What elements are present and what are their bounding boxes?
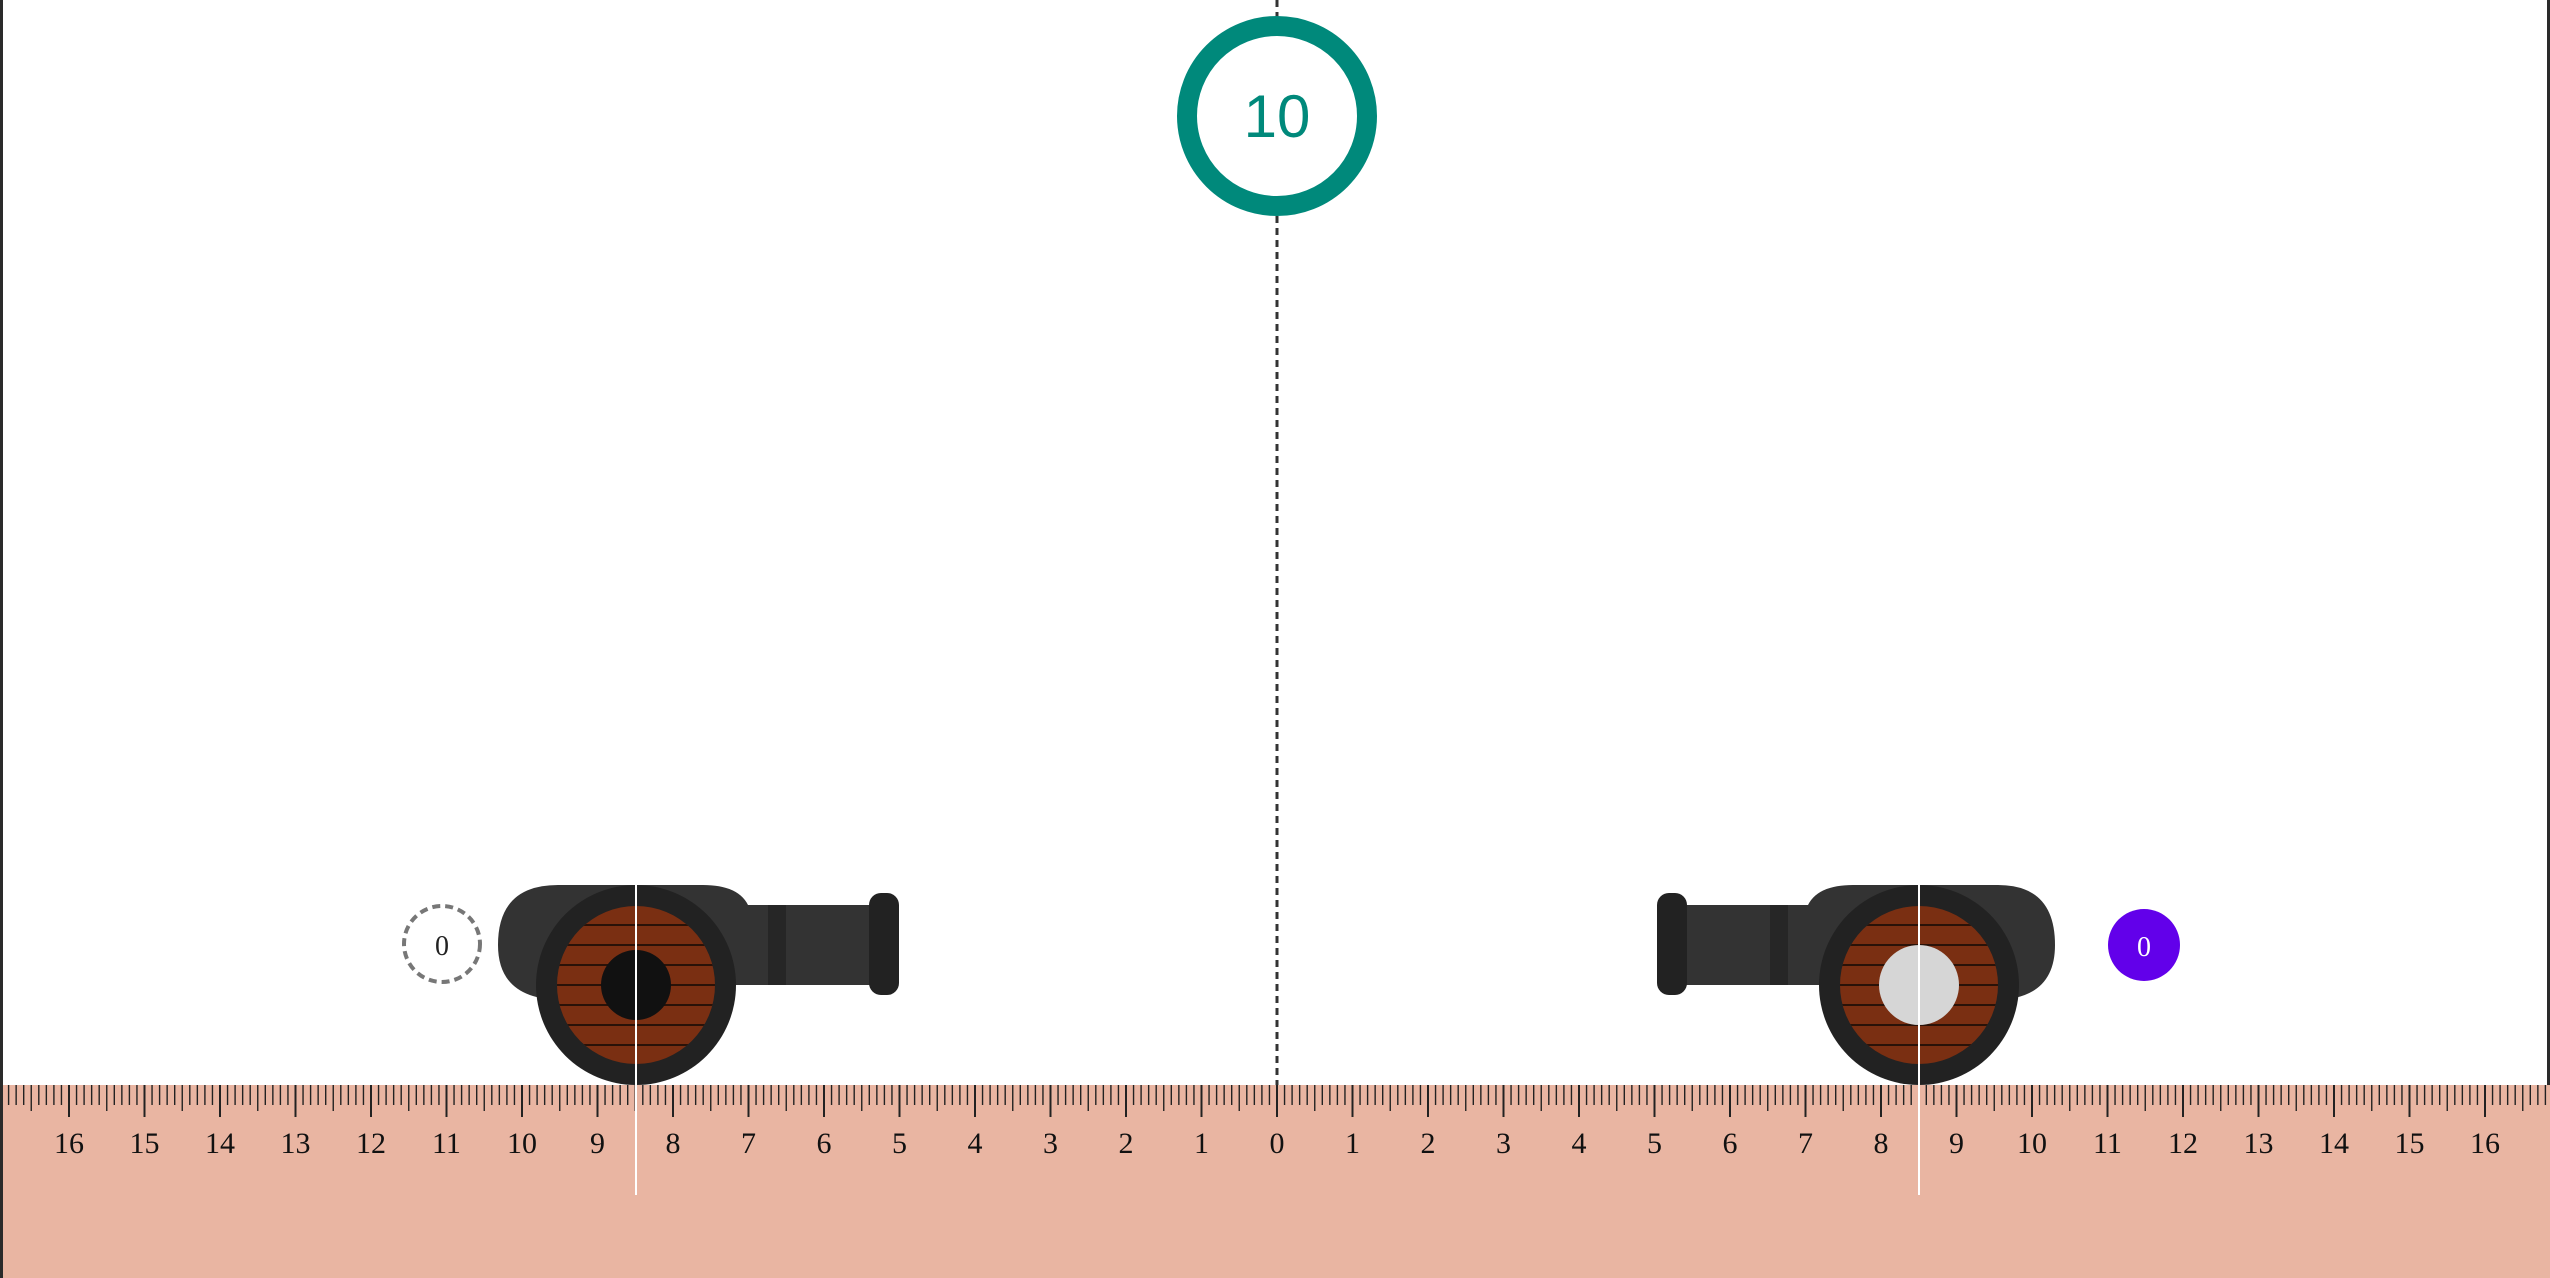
ruler-tick-label: 8 xyxy=(666,1127,681,1160)
ruler-tick-label: 14 xyxy=(2319,1127,2349,1160)
right-cannon-band xyxy=(1770,905,1788,985)
countdown-timer: 10 xyxy=(1177,16,1377,216)
left-cannon[interactable] xyxy=(498,885,899,1195)
left-cannon-muzzle xyxy=(869,893,899,995)
ruler-tick-label: 13 xyxy=(281,1127,311,1160)
right-player-score-badge: 0 xyxy=(2108,909,2180,981)
left-player-score-marker: 0 xyxy=(402,904,482,984)
ruler-tick-label: 12 xyxy=(356,1127,386,1160)
ruler-labels: 16 15 14 13 12 11 10 9 8 7 6 5 4 3 2 1 0 1 2 3 4 5 6 7 8 9 10 11 12 1… xyxy=(54,1127,2500,1160)
ruler-tick-label: 9 xyxy=(590,1127,605,1160)
ruler-tick-label: 10 xyxy=(507,1127,537,1160)
left-player-score: 0 xyxy=(435,931,449,962)
ruler-tick-label: 4 xyxy=(968,1127,983,1160)
ruler-tick-label: 16 xyxy=(2470,1127,2500,1160)
ruler-tick-label: 6 xyxy=(1723,1127,1738,1160)
ruler-tick-label: 14 xyxy=(205,1127,235,1160)
ruler-tick-label: 2 xyxy=(1119,1127,1134,1160)
ruler-tick-label: 15 xyxy=(130,1127,160,1160)
ruler-tick-label: 15 xyxy=(2395,1127,2425,1160)
ruler-tick-label: 13 xyxy=(2244,1127,2274,1160)
ruler-tick-label: 11 xyxy=(432,1127,461,1160)
ruler-tick-label: 7 xyxy=(1798,1127,1813,1160)
timer-ring xyxy=(1177,16,1377,216)
right-cannon-muzzle xyxy=(1657,893,1687,995)
ruler-tick-label: 7 xyxy=(741,1127,756,1160)
ruler-tick-label: 4 xyxy=(1572,1127,1587,1160)
ruler-tick-label: 12 xyxy=(2168,1127,2198,1160)
ruler-tick-label: 0 xyxy=(1270,1127,1285,1160)
game-field: 10 16 15 14 13 12 11 10 9 8 7 6 5 4 3 2 1 0 1 2 3 4 5 6 7 8 9 10 11… xyxy=(3,0,2550,1278)
ruler-tick-label: 3 xyxy=(1496,1127,1511,1160)
ruler-tick-label: 2 xyxy=(1421,1127,1436,1160)
right-cannon[interactable] xyxy=(1657,885,2055,1195)
ruler-tick-label: 8 xyxy=(1874,1127,1889,1160)
ruler-tick-label: 5 xyxy=(892,1127,907,1160)
timer-value: 10 xyxy=(1244,83,1311,150)
ruler-tick-label: 9 xyxy=(1949,1127,1964,1160)
ruler-tick-label: 16 xyxy=(54,1127,84,1160)
right-player-score: 0 xyxy=(2137,932,2151,963)
left-cannon-band xyxy=(768,905,786,985)
ruler-tick-label: 5 xyxy=(1647,1127,1662,1160)
ruler-tick-label: 10 xyxy=(2017,1127,2047,1160)
ruler-tick-label: 11 xyxy=(2093,1127,2122,1160)
ruler-ticks xyxy=(7,1085,2547,1117)
distance-ruler: 16 15 14 13 12 11 10 9 8 7 6 5 4 3 2 1 0 1 2 3 4 5 6 7 8 9 10 11 12 1… xyxy=(3,1085,2550,1278)
ruler-tick-label: 1 xyxy=(1345,1127,1360,1160)
ruler-tick-label: 1 xyxy=(1194,1127,1209,1160)
ruler-background xyxy=(3,1085,2550,1278)
ruler-tick-label: 6 xyxy=(817,1127,832,1160)
ruler-tick-label: 3 xyxy=(1043,1127,1058,1160)
